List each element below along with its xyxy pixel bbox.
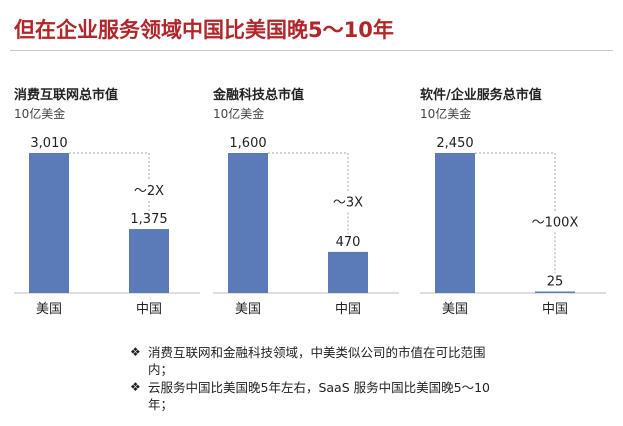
bar: [435, 153, 475, 293]
title-divider: [10, 50, 613, 51]
diamond-bullet-icon: ❖: [130, 345, 141, 359]
category-label: 美国: [442, 302, 468, 317]
notes-list: ❖ 消费互联网和金融科技领域，中美类似公司的市值在可比范围内； ❖ 云服务中国比…: [130, 344, 508, 414]
ratio-label: ～100X: [532, 215, 579, 230]
category-label: 美国: [36, 302, 62, 317]
bar: [228, 153, 268, 293]
chart-unit: 10亿美金: [14, 107, 66, 121]
category-label: 美国: [235, 302, 261, 317]
bar: [29, 153, 69, 293]
chart-panel-consumer-internet: 消费互联网总市值 10亿美金 3,010 美国 1,375 中国 ～2X: [14, 84, 214, 324]
bar-chart-fintech: 1,600 美国 470 中国 ～3X: [213, 136, 399, 317]
chart-title: 软件/企业服务总市值: [420, 88, 542, 103]
chart-title: 消费互联网总市值: [14, 88, 119, 103]
note-text: 云服务中国比美国晚5年左右，SaaS 服务中国比美国晚5～10年；: [148, 380, 490, 412]
data-label: 25: [547, 275, 564, 290]
category-label: 中国: [136, 302, 162, 317]
ratio-label: ～3X: [333, 195, 363, 210]
note-text: 消费互联网和金融科技领域，中美类似公司的市值在可比范围内；: [148, 345, 486, 377]
data-label: 470: [336, 235, 361, 250]
diamond-bullet-icon: ❖: [130, 380, 141, 394]
chart-unit: 10亿美金: [213, 107, 265, 121]
page-title: 但在企业服务领域中国比美国晚5～10年: [14, 18, 394, 42]
bar-chart-enterprise-software: 2,450 美国 25 中国 ～100X: [420, 136, 606, 317]
bar-chart-consumer-internet: 3,010 美国 1,375 中国 ～2X: [14, 136, 200, 317]
data-label: 2,450: [436, 136, 473, 151]
ratio-label: ～2X: [134, 184, 164, 199]
chart-panel-fintech: 金融科技总市值 10亿美金 1,600 美国 470 中国 ～3X: [213, 84, 413, 324]
bar: [129, 229, 169, 293]
note-item: ❖ 云服务中国比美国晚5年左右，SaaS 服务中国比美国晚5～10年；: [130, 379, 508, 413]
note-item: ❖ 消费互联网和金融科技领域，中美类似公司的市值在可比范围内；: [130, 344, 508, 378]
chart-title: 金融科技总市值: [213, 88, 305, 103]
chart-unit: 10亿美金: [420, 107, 472, 121]
data-label: 3,010: [30, 136, 67, 151]
chart-panel-enterprise-software: 软件/企业服务总市值 10亿美金 2,450 美国 25 中国 ～100X: [420, 84, 620, 324]
bar: [535, 291, 575, 293]
bar: [328, 251, 368, 293]
data-label: 1,600: [229, 136, 266, 151]
data-label: 1,375: [130, 212, 167, 227]
category-label: 中国: [335, 302, 361, 317]
category-label: 中国: [542, 302, 568, 317]
